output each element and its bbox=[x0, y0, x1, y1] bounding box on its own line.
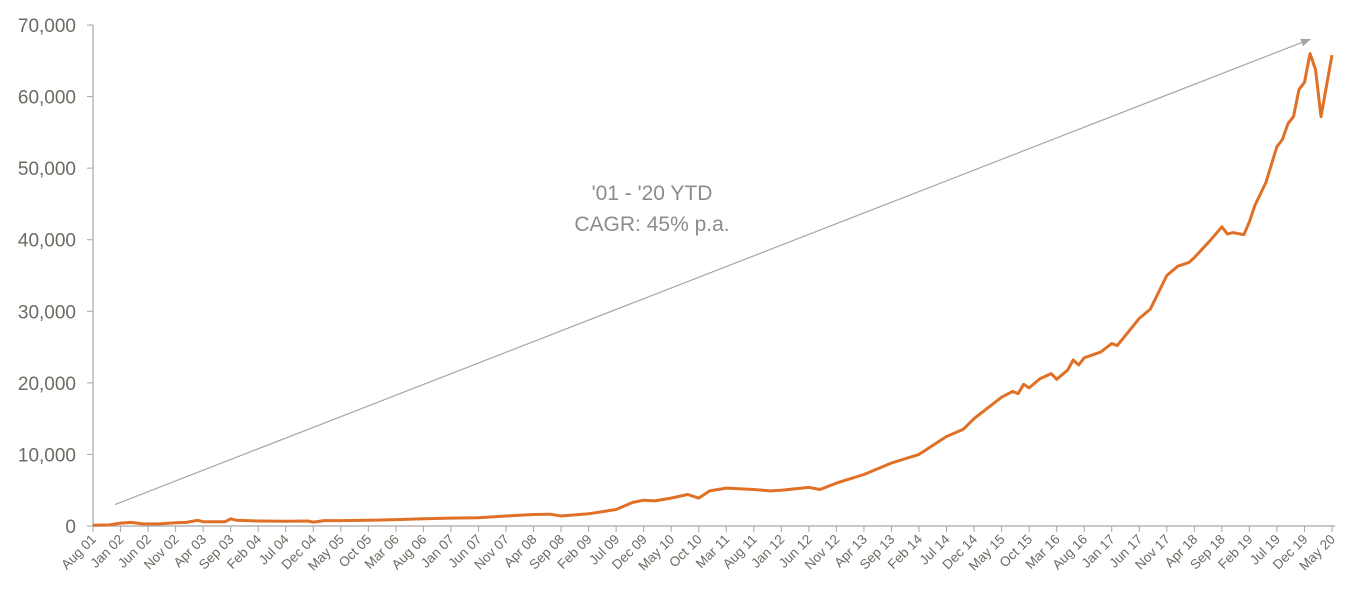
annotation-line-2: CAGR: 45% p.a. bbox=[574, 213, 729, 236]
y-tick-label: 40,000 bbox=[18, 231, 76, 252]
y-tick-label: 60,000 bbox=[18, 88, 76, 109]
y-tick-label: 10,000 bbox=[18, 445, 76, 466]
series-line bbox=[92, 52, 1334, 527]
y-tick-label: 70,000 bbox=[18, 16, 76, 37]
cagr-arrow bbox=[114, 38, 1311, 506]
y-tick-label: 50,000 bbox=[18, 159, 76, 180]
y-tick-label: 30,000 bbox=[18, 302, 76, 323]
y-tick-label: 20,000 bbox=[18, 374, 76, 395]
y-tick-label: 0 bbox=[65, 517, 76, 538]
annotation-line-1: '01 - '20 YTD bbox=[592, 182, 713, 205]
y-axis: 0 10,000 20,000 30,000 40,000 50,000 60,000 70,… bbox=[18, 16, 94, 538]
